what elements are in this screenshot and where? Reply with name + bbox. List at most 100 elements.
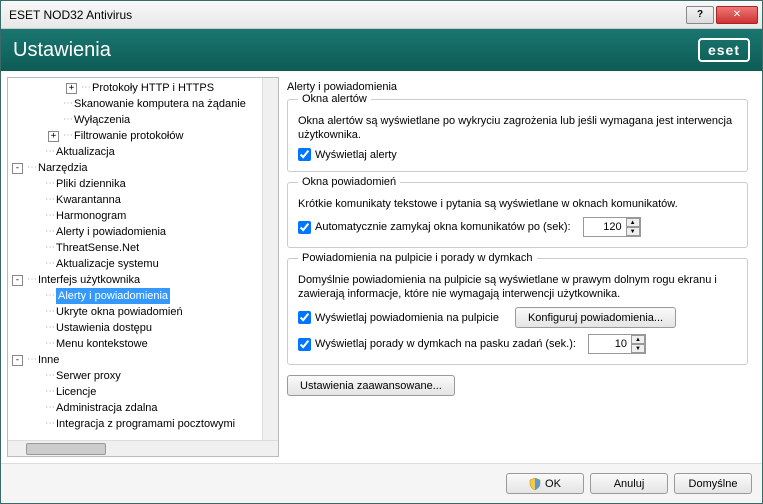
tree-item[interactable]: ⋯Ustawienia dostępu <box>8 320 262 336</box>
tree-item[interactable]: + ⋯Protokoły HTTP i HTTPS <box>8 80 262 96</box>
tree-dots: ⋯ <box>45 208 54 224</box>
cancel-button[interactable]: Anuluj <box>590 473 668 494</box>
window-title: ESET NOD32 Antivirus <box>5 8 684 22</box>
auto-close-row[interactable]: Automatycznie zamykaj okna komunikatów p… <box>298 217 737 237</box>
tree-label: Alerty i powiadomienia <box>56 224 166 240</box>
show-desktop-checkbox[interactable] <box>298 311 311 324</box>
content: +⋯Protokoły HTTP i HTTPS⋯Skanowanie komp… <box>1 71 762 463</box>
close-button[interactable]: ✕ <box>716 6 758 24</box>
balloon-down[interactable]: ▼ <box>631 344 645 353</box>
header-title: Ustawienia <box>13 39 111 62</box>
tree-dots: ⋯ <box>45 368 54 384</box>
balloon-stepper: ▲ ▼ <box>588 334 646 354</box>
tree-item[interactable]: ⋯Licencje <box>8 384 262 400</box>
tree-item[interactable]: ⋯Integracja z programami pocztowymi <box>8 416 262 432</box>
tree-dots: ⋯ <box>45 224 54 240</box>
auto-close-down[interactable]: ▼ <box>626 227 640 236</box>
auto-close-stepper: ▲ ▼ <box>583 217 641 237</box>
auto-close-checkbox[interactable] <box>298 221 311 234</box>
tree-label: Ukryte okna powiadomień <box>56 304 183 320</box>
configure-notifications-button[interactable]: Konfiguruj powiadomienia... <box>515 307 676 328</box>
settings-window: ESET NOD32 Antivirus ? ✕ Ustawienia eset… <box>0 0 763 504</box>
tree-label: Wyłączenia <box>74 112 130 128</box>
tree-dots: ⋯ <box>63 112 72 128</box>
tree-dots: ⋯ <box>81 80 90 96</box>
tree-item[interactable]: ⋯ThreatSense.Net <box>8 240 262 256</box>
tree-item[interactable]: +⋯Filtrowanie protokołów <box>8 128 262 144</box>
alert-windows-group: Okna alertów Okna alertów są wyświetlane… <box>287 99 748 172</box>
expand-icon[interactable]: + <box>66 83 77 94</box>
alert-windows-legend: Okna alertów <box>298 93 371 105</box>
footer: OK Anuluj Domyślne <box>1 463 762 503</box>
help-button[interactable]: ? <box>686 6 714 24</box>
expand-icon[interactable]: - <box>12 275 23 286</box>
tree-dots: ⋯ <box>45 176 54 192</box>
tree-label: Inne <box>38 352 59 368</box>
auto-close-label: Automatycznie zamykaj okna komunikatów p… <box>315 221 571 233</box>
tree-item[interactable]: ⋯Alerty i powiadomienia <box>8 288 262 304</box>
advanced-settings-button[interactable]: Ustawienia zaawansowane... <box>287 375 455 396</box>
tree-label: Licencje <box>56 384 96 400</box>
auto-close-input[interactable] <box>584 218 626 236</box>
tree-dots: ⋯ <box>45 256 54 272</box>
expand-icon[interactable]: - <box>12 355 23 366</box>
show-balloon-row: Wyświetlaj porady w dymkach na pasku zad… <box>298 334 737 354</box>
notification-windows-group: Okna powiadomień Krótkie komunikaty teks… <box>287 182 748 248</box>
tree-item[interactable]: -⋯Inne <box>8 352 262 368</box>
eset-logo: eset <box>698 38 750 62</box>
tree-item[interactable]: ⋯Wyłączenia <box>8 112 262 128</box>
tree-dots: ⋯ <box>45 320 54 336</box>
scroll-thumb[interactable] <box>26 443 106 455</box>
tree-label: Menu kontekstowe <box>56 336 148 352</box>
tree-dots: ⋯ <box>45 400 54 416</box>
tree-dots: ⋯ <box>45 416 54 432</box>
desktop-notifications-group: Powiadomienia na pulpicie i porady w dym… <box>287 258 748 365</box>
tree-item[interactable]: ⋯Serwer proxy <box>8 368 262 384</box>
main-panel: Alerty i powiadomienia Okna alertów Okna… <box>283 77 756 457</box>
tree-item[interactable]: ⋯Kwarantanna <box>8 192 262 208</box>
balloon-up[interactable]: ▲ <box>631 335 645 344</box>
balloon-input[interactable] <box>589 335 631 353</box>
tree-dots: ⋯ <box>45 240 54 256</box>
titlebar[interactable]: ESET NOD32 Antivirus ? ✕ <box>1 1 762 29</box>
show-balloon-checkbox[interactable] <box>298 338 311 351</box>
show-alerts-row[interactable]: Wyświetlaj alerty <box>298 148 737 161</box>
settings-tree[interactable]: +⋯Protokoły HTTP i HTTPS⋯Skanowanie komp… <box>8 78 262 440</box>
expand-icon[interactable]: - <box>12 163 23 174</box>
tree-item[interactable]: ⋯Menu kontekstowe <box>8 336 262 352</box>
tree-dots: ⋯ <box>27 160 36 176</box>
default-button[interactable]: Domyślne <box>674 473 752 494</box>
tree-scrollbar-vertical[interactable] <box>262 78 278 440</box>
show-alerts-label: Wyświetlaj alerty <box>315 149 397 161</box>
tree-label: Pliki dziennika <box>56 176 126 192</box>
tree-label: Narzędzia <box>38 160 88 176</box>
tree-item[interactable]: -⋯Narzędzia <box>8 160 262 176</box>
tree-item[interactable]: -⋯Interfejs użytkownika <box>8 272 262 288</box>
show-alerts-checkbox[interactable] <box>298 148 311 161</box>
tree-label: Aktualizacja <box>56 144 115 160</box>
tree-dots: ⋯ <box>63 96 72 112</box>
tree-scrollbar-horizontal[interactable] <box>8 440 278 456</box>
auto-close-up[interactable]: ▲ <box>626 218 640 227</box>
expand-icon[interactable]: + <box>48 131 59 142</box>
tree-dots: ⋯ <box>45 288 54 304</box>
tree-dots: ⋯ <box>45 304 54 320</box>
show-desktop-row: Wyświetlaj powiadomienia na pulpicie Kon… <box>298 307 737 328</box>
show-balloon-label: Wyświetlaj porady w dymkach na pasku zad… <box>315 338 576 350</box>
alert-windows-desc: Okna alertów są wyświetlane po wykryciu … <box>298 114 737 142</box>
ok-button[interactable]: OK <box>506 473 584 494</box>
tree-item[interactable]: ⋯Aktualizacja <box>8 144 262 160</box>
tree-label: Kwarantanna <box>56 192 121 208</box>
tree-label: Protokoły HTTP i HTTPS <box>92 80 214 96</box>
tree-item[interactable]: ⋯Skanowanie komputera na żądanie <box>8 96 262 112</box>
tree-dots: ⋯ <box>27 352 36 368</box>
tree-dots: ⋯ <box>45 384 54 400</box>
tree-dots: ⋯ <box>63 128 72 144</box>
desktop-notifications-legend: Powiadomienia na pulpicie i porady w dym… <box>298 252 537 264</box>
tree-item[interactable]: ⋯Aktualizacje systemu <box>8 256 262 272</box>
tree-item[interactable]: ⋯Ukryte okna powiadomień <box>8 304 262 320</box>
tree-item[interactable]: ⋯Pliki dziennika <box>8 176 262 192</box>
tree-item[interactable]: ⋯Administracja zdalna <box>8 400 262 416</box>
tree-item[interactable]: ⋯Alerty i powiadomienia <box>8 224 262 240</box>
tree-item[interactable]: ⋯Harmonogram <box>8 208 262 224</box>
